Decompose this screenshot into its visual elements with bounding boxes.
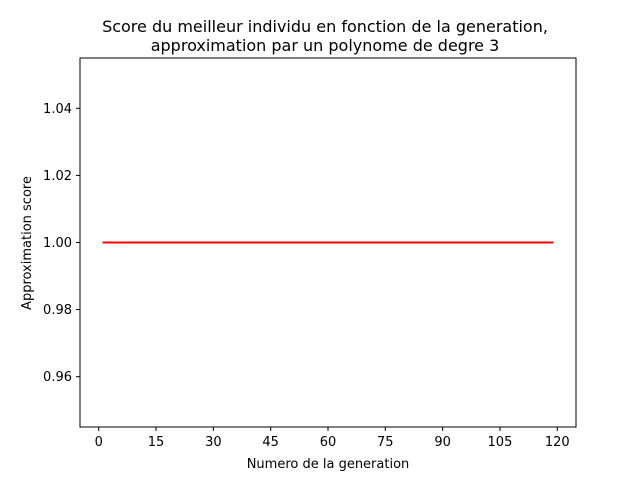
x-tick-label-1: 15 <box>148 435 165 450</box>
y-tick-label-3: 1.02 <box>43 169 72 184</box>
x-tick-label-0: 0 <box>95 435 103 450</box>
y-tick-label-4: 1.04 <box>43 102 72 117</box>
y-tick-label-1: 0.98 <box>43 303 72 318</box>
x-tick-label-4: 60 <box>320 435 337 450</box>
x-tick-label-2: 30 <box>205 435 222 450</box>
x-tick-label-7: 105 <box>488 435 513 450</box>
y-tick-label-2: 1.00 <box>43 236 72 251</box>
plot-area: 0 15 30 45 60 75 90 105 120 0.96 0.98 1.00 1.02 1.04 <box>43 57 577 450</box>
y-axis-label: Approximation score <box>20 176 35 310</box>
x-tick-label-6: 90 <box>434 435 451 450</box>
chart-title-line-1: Score du meilleur individu en fonction d… <box>102 17 548 36</box>
y-tick-label-0: 0.96 <box>43 370 72 385</box>
x-tick-label-8: 120 <box>545 435 570 450</box>
x-tick-label-3: 45 <box>262 435 279 450</box>
x-tick-label-5: 75 <box>377 435 394 450</box>
chart-title-line-2: approximation par un polynome de degre 3 <box>151 36 500 55</box>
x-axis-label: Numero de la generation <box>247 457 410 472</box>
